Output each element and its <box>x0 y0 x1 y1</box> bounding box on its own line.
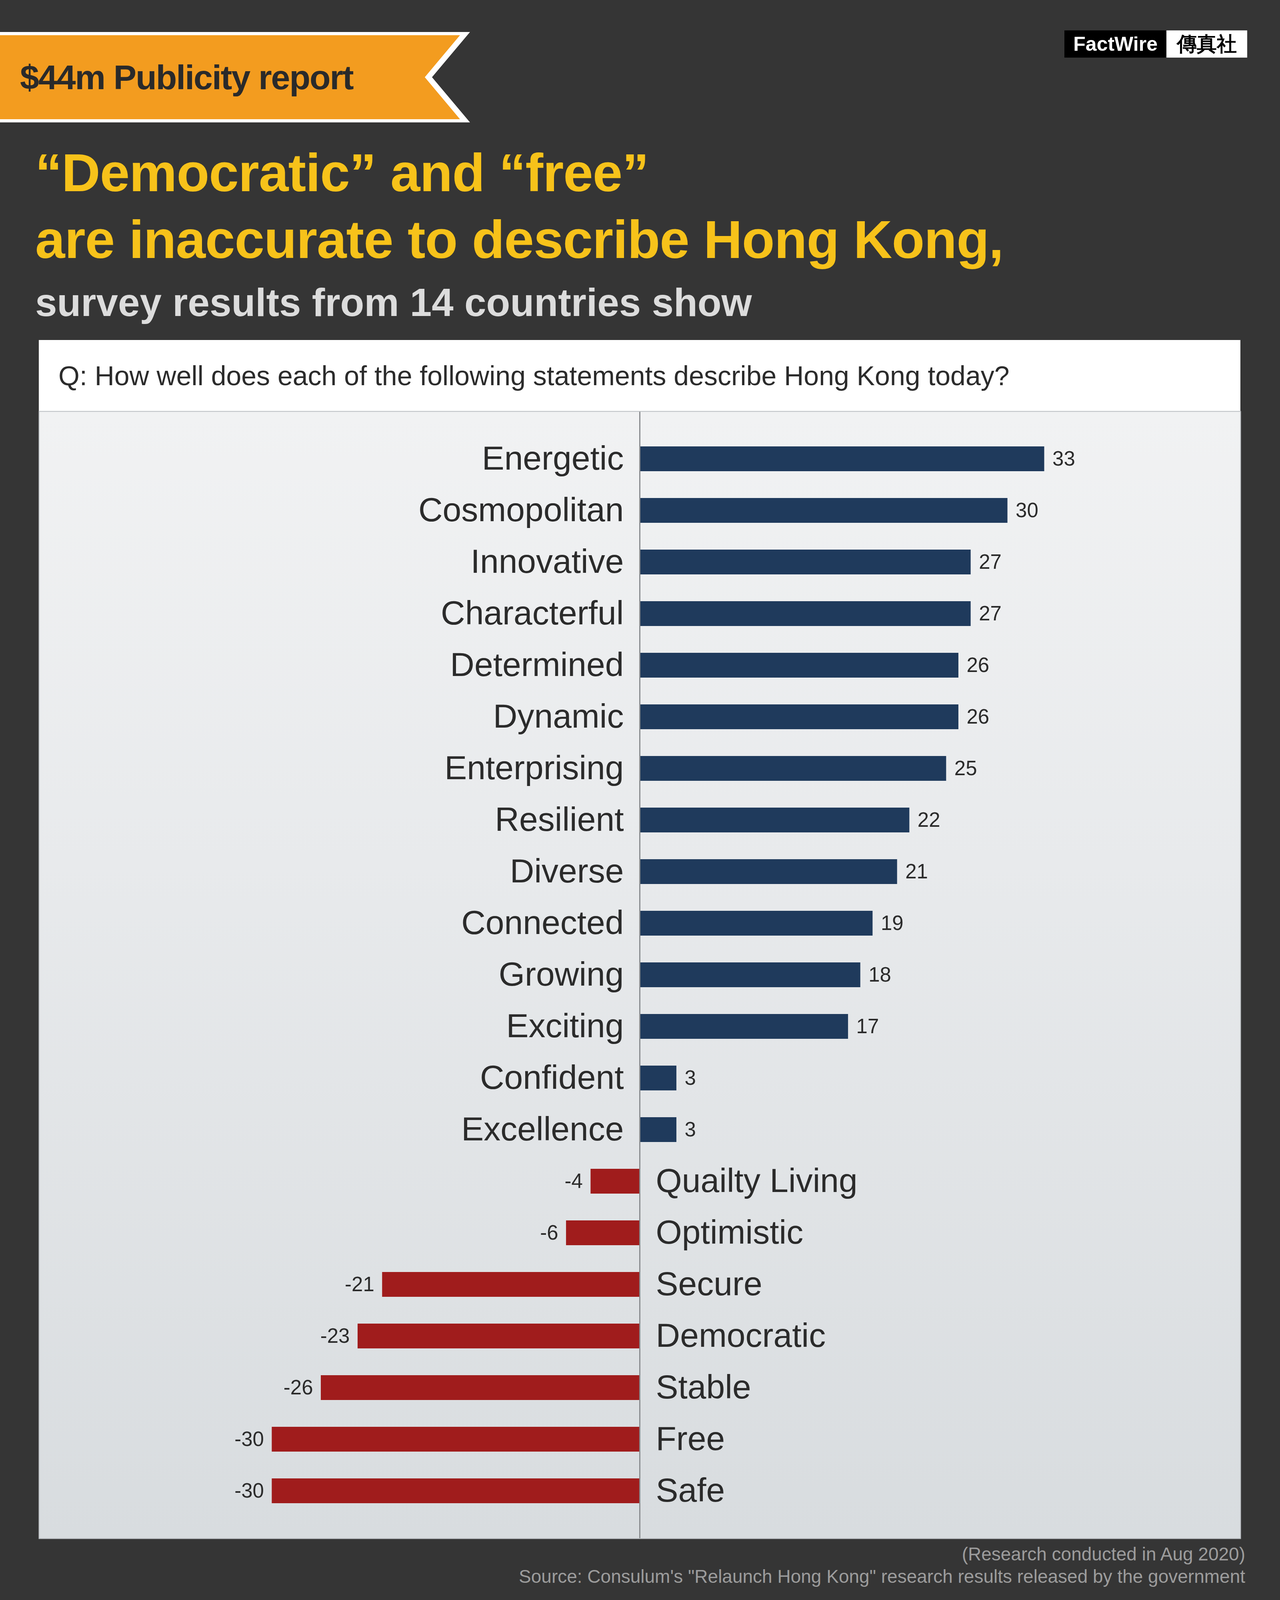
svg-text:19: 19 <box>880 911 904 935</box>
svg-text:Resilient: Resilient <box>494 800 624 838</box>
svg-text:Quailty Living: Quailty Living <box>656 1161 858 1200</box>
svg-text:-26: -26 <box>283 1376 314 1399</box>
html-text:Source: Consulum's "Relaunch H: Source: Consulum's "Relaunch Hong Kong" … <box>518 1566 1246 1587</box>
svg-text:Connected: Connected <box>461 903 624 942</box>
svg-text:Secure: Secure <box>656 1264 763 1303</box>
svg-text:21: 21 <box>905 860 928 883</box>
svg-text:Enterprising: Enterprising <box>444 748 624 787</box>
svg-text:25: 25 <box>954 756 978 780</box>
svg-text:Determined: Determined <box>450 645 624 684</box>
html-text:(Research conducted in Aug 202: (Research conducted in Aug 2020) <box>961 1543 1246 1565</box>
svg-text:33: 33 <box>1052 447 1076 470</box>
svg-text:Optimistic: Optimistic <box>656 1213 804 1251</box>
svg-text:26: 26 <box>966 653 990 677</box>
svg-text:Cosmopolitan: Cosmopolitan <box>418 490 624 529</box>
svg-text:-21: -21 <box>344 1272 375 1296</box>
svg-text:26: 26 <box>966 705 990 728</box>
svg-text:Free: Free <box>656 1419 726 1458</box>
html-text:FactWire: FactWire <box>1073 32 1158 56</box>
svg-text:18: 18 <box>868 963 892 986</box>
svg-text:-30: -30 <box>234 1427 264 1451</box>
html-text:survey results from 14 countri: survey results from 14 countries show <box>35 280 752 325</box>
svg-text:Confident: Confident <box>480 1058 624 1096</box>
svg-text:Excellence: Excellence <box>461 1110 624 1148</box>
svg-text:Stable: Stable <box>656 1368 752 1406</box>
svg-text:Democratic: Democratic <box>656 1316 826 1354</box>
svg-text:-4: -4 <box>564 1169 583 1193</box>
svg-text:Characterful: Characterful <box>440 594 624 632</box>
svg-text:22: 22 <box>917 808 941 832</box>
html-text:“Democratic” and “free”: “Democratic” and “free” <box>35 142 649 203</box>
svg-text:30: 30 <box>1015 498 1039 522</box>
svg-text:Diverse: Diverse <box>510 852 624 890</box>
svg-text:Exciting: Exciting <box>506 1006 624 1045</box>
svg-text:3: 3 <box>684 1118 696 1141</box>
html-text:Q: How well does each of the f: Q: How well does each of the following s… <box>58 360 1010 391</box>
svg-text:Energetic: Energetic <box>482 439 624 477</box>
svg-text:-23: -23 <box>320 1324 350 1348</box>
svg-text:3: 3 <box>684 1066 696 1090</box>
svg-text:-30: -30 <box>234 1479 264 1502</box>
svg-text:Dynamic: Dynamic <box>493 697 624 735</box>
svg-text:17: 17 <box>856 1014 880 1038</box>
svg-text:27: 27 <box>978 602 1002 625</box>
svg-text:27: 27 <box>978 550 1002 574</box>
svg-text:Innovative: Innovative <box>470 542 624 580</box>
html-text:傳真社: 傳真社 <box>1176 32 1237 56</box>
html-text:are inaccurate to describe Hon: are inaccurate to describe Hong Kong, <box>35 209 1004 270</box>
svg-text:-6: -6 <box>540 1221 558 1244</box>
svg-text:Growing: Growing <box>498 955 624 993</box>
svg-text:Safe: Safe <box>656 1471 726 1509</box>
html-text:$44m Publicity report: $44m Publicity report <box>20 58 354 97</box>
